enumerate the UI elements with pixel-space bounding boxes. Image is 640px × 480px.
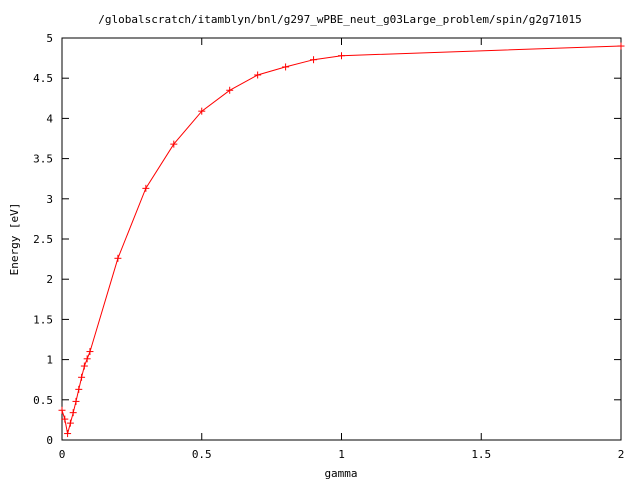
x-tick-label: 0.5 [192, 448, 212, 461]
data-point-marker [64, 430, 72, 438]
series-line [61, 45, 622, 434]
y-tick-label: 5 [46, 32, 53, 45]
data-point-marker [83, 355, 91, 363]
data-point-marker [80, 362, 88, 370]
data-point-marker [338, 52, 345, 60]
x-tick-label: 2 [618, 448, 625, 461]
y-tick-label: 1.5 [33, 313, 53, 326]
data-point-marker [78, 373, 86, 381]
axis-ticks: 0 0.5 1 1.5 2 0 0.5 1 1.5 2 2.5 3 3.5 4 4.5 5 [33, 32, 624, 461]
data-point-marker [254, 71, 262, 79]
y-tick-label: 1 [46, 354, 53, 367]
data-point-marker [198, 107, 206, 115]
data-point-marker [114, 254, 122, 262]
series-layer [58, 42, 625, 438]
data-point-marker [226, 86, 234, 94]
y-tick-label: 2.5 [33, 233, 53, 246]
chart-title: /globalscratch/itamblyn/bnl/g297_wPBE_ne… [98, 13, 581, 26]
data-point-marker [282, 63, 290, 71]
y-axis-label: Energy [eV] [8, 203, 21, 276]
data-point-marker [617, 42, 625, 50]
data-point-marker [310, 56, 318, 64]
data-point-marker [142, 184, 150, 192]
y-tick-label: 0.5 [33, 394, 53, 407]
data-point-marker [86, 348, 94, 356]
y-tick-label: 0 [46, 434, 53, 447]
y-tick-label: 3.5 [33, 153, 53, 166]
y-tick-label: 4.5 [33, 72, 53, 85]
y-tick-label: 2 [46, 273, 53, 286]
x-tick-label: 1.5 [471, 448, 491, 461]
data-point-marker [72, 397, 80, 405]
x-axis-label: gamma [324, 467, 357, 480]
plot-frame [61, 37, 622, 441]
data-point-marker [61, 415, 69, 423]
data-point-marker [75, 385, 83, 393]
data-point-marker [69, 409, 77, 417]
data-point-marker [66, 419, 74, 427]
x-tick-label: 1 [338, 448, 345, 461]
y-tick-label: 4 [46, 112, 53, 125]
data-point-marker [58, 406, 66, 414]
data-point-marker [170, 140, 178, 148]
x-tick-label: 0 [59, 448, 66, 461]
y-tick-label: 3 [46, 193, 53, 206]
